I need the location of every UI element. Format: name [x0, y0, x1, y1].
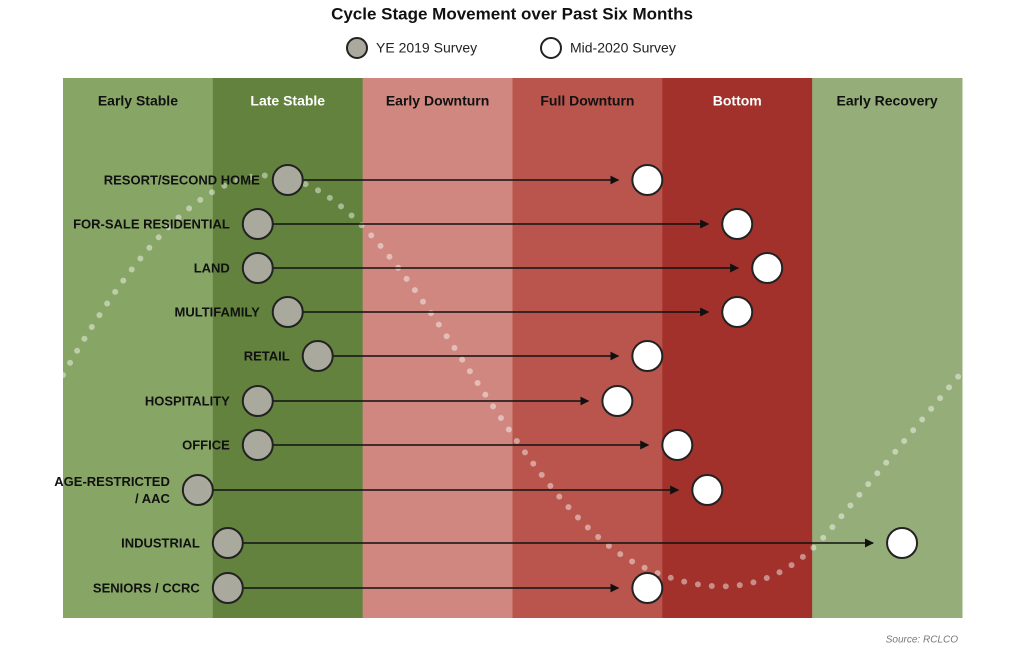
stage-band	[362, 78, 513, 618]
stage-band	[812, 78, 963, 618]
stage-band	[662, 78, 813, 618]
survey-point	[691, 474, 724, 506]
category-label: OFFICE	[182, 437, 230, 453]
survey-point	[241, 208, 274, 240]
legend-label: YE 2019 Survey	[376, 40, 477, 56]
survey-point	[241, 429, 274, 461]
stage-label: Early Stable	[98, 93, 178, 109]
category-label: INDUSTRIAL	[121, 535, 200, 551]
survey-point	[601, 385, 634, 417]
survey-point	[721, 208, 754, 240]
stage-label: Bottom	[713, 93, 762, 109]
chart-title: Cycle Stage Movement over Past Six Month…	[331, 4, 693, 23]
survey-point	[271, 296, 304, 328]
survey-point	[661, 429, 694, 461]
survey-point	[211, 572, 244, 604]
cycle-wave	[60, 172, 965, 590]
survey-point	[181, 474, 214, 506]
survey-point	[631, 340, 664, 372]
category-label: SENIORS / CCRC	[92, 580, 200, 596]
category-label: HOSPITALITY	[144, 393, 230, 409]
survey-point	[211, 527, 244, 559]
survey-point	[271, 164, 304, 196]
survey-point	[751, 252, 784, 284]
stage-band	[63, 78, 214, 618]
survey-point	[301, 340, 334, 372]
stage-label: Full Downturn	[540, 93, 634, 109]
stage-label: Early Downturn	[386, 93, 489, 109]
legend-label: Mid-2020 Survey	[570, 40, 676, 56]
legend-marker	[540, 37, 562, 59]
legend-marker	[346, 37, 368, 59]
survey-point	[631, 572, 664, 604]
survey-point	[886, 527, 919, 559]
survey-point	[631, 164, 664, 196]
category-label: AGE-RESTRICTED / AAC	[54, 474, 170, 506]
stage-label: Early Recovery	[836, 93, 937, 109]
source: Source: RCLCO	[886, 635, 958, 646]
category-label: RETAIL	[243, 348, 290, 364]
survey-point	[241, 385, 274, 417]
category-label: MULTIFAMILY	[174, 304, 260, 320]
stage-label: Late Stable	[250, 93, 325, 109]
survey-point	[721, 296, 754, 328]
category-label: FOR-SALE RESIDENTIAL	[73, 216, 230, 232]
category-label: RESORT/SECOND HOME	[103, 172, 260, 188]
survey-point	[241, 252, 274, 284]
category-label: LAND	[193, 260, 230, 276]
